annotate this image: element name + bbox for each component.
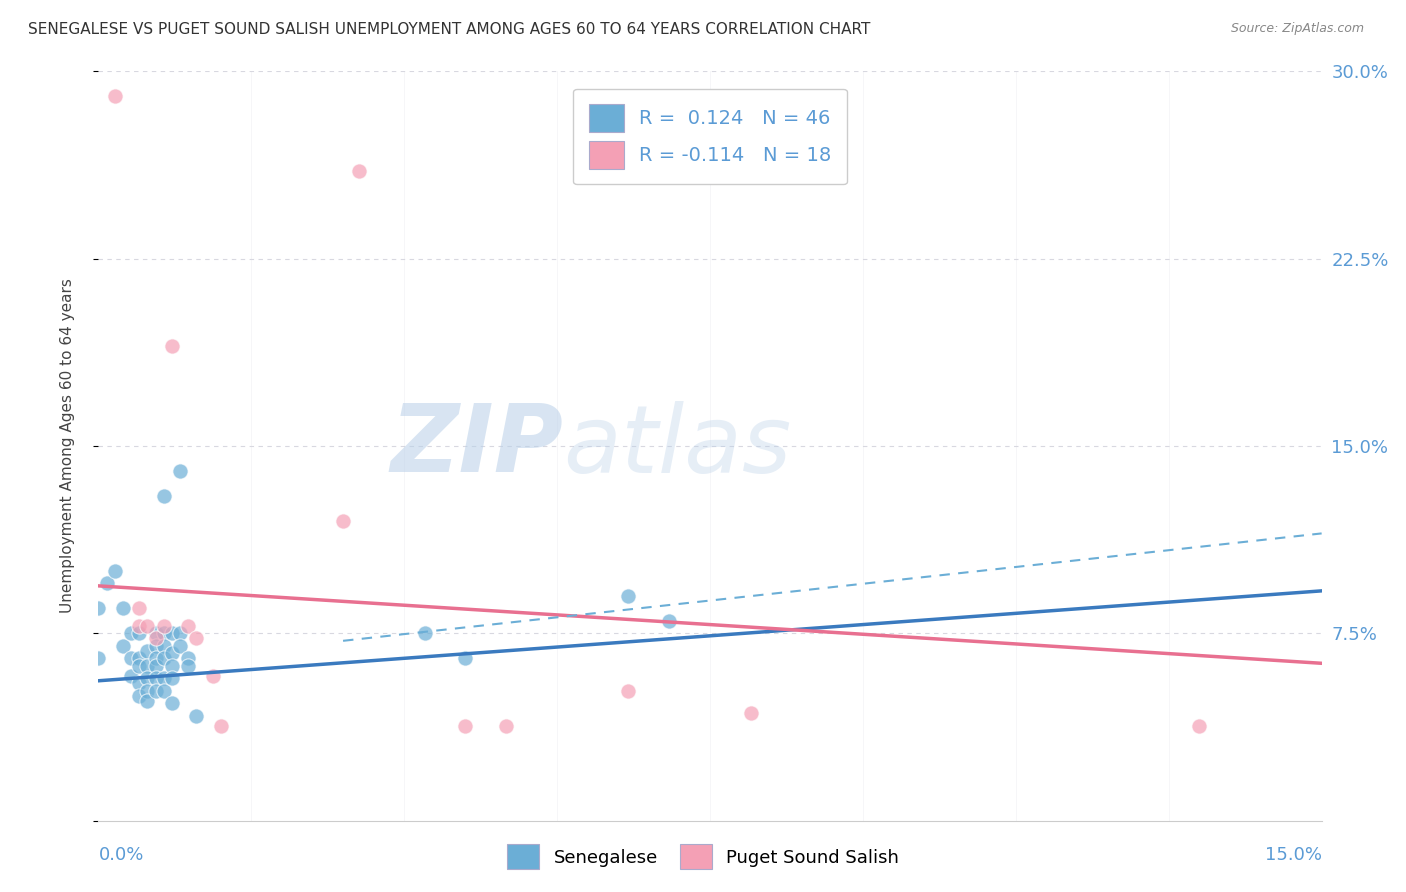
Y-axis label: Unemployment Among Ages 60 to 64 years: Unemployment Among Ages 60 to 64 years <box>60 278 75 614</box>
Point <box>145 671 167 685</box>
Point <box>128 676 150 690</box>
Point <box>177 651 200 665</box>
Point <box>145 683 167 698</box>
Point <box>145 639 167 653</box>
Point <box>96 576 118 591</box>
Point <box>617 589 640 603</box>
Text: 0.0%: 0.0% <box>98 846 143 863</box>
Point <box>332 514 354 528</box>
Point <box>136 658 159 673</box>
Point <box>454 719 477 733</box>
Point <box>111 601 134 615</box>
Text: atlas: atlas <box>564 401 792 491</box>
Point <box>145 626 167 640</box>
Legend: Senegalese, Puget Sound Salish: Senegalese, Puget Sound Salish <box>498 835 908 879</box>
Text: Source: ZipAtlas.com: Source: ZipAtlas.com <box>1230 22 1364 36</box>
Point <box>145 651 167 665</box>
Point <box>128 658 150 673</box>
Point <box>495 719 517 733</box>
Point <box>160 339 183 353</box>
Point <box>152 651 174 665</box>
Point <box>152 639 174 653</box>
Point <box>160 646 183 660</box>
Point <box>87 651 110 665</box>
Point <box>658 614 681 628</box>
Point <box>413 626 436 640</box>
Point <box>177 619 200 633</box>
Point <box>87 601 110 615</box>
Point <box>136 671 159 685</box>
Point <box>128 601 150 615</box>
Point <box>617 683 640 698</box>
Point <box>169 639 191 653</box>
Point <box>160 696 183 710</box>
Point <box>160 671 183 685</box>
Point <box>1188 719 1211 733</box>
Point <box>104 89 127 103</box>
Point <box>120 651 142 665</box>
Point <box>128 619 150 633</box>
Point <box>152 489 174 503</box>
Text: SENEGALESE VS PUGET SOUND SALISH UNEMPLOYMENT AMONG AGES 60 TO 64 YEARS CORRELAT: SENEGALESE VS PUGET SOUND SALISH UNEMPLO… <box>28 22 870 37</box>
Point <box>201 669 224 683</box>
Point <box>145 658 167 673</box>
Point <box>136 683 159 698</box>
Point <box>111 639 134 653</box>
Point <box>152 626 174 640</box>
Point <box>120 626 142 640</box>
Point <box>120 669 142 683</box>
Point <box>136 644 159 658</box>
Point <box>186 632 208 646</box>
Point <box>169 626 191 640</box>
Point <box>152 619 174 633</box>
Point <box>160 626 183 640</box>
Point <box>152 683 174 698</box>
Point <box>136 694 159 708</box>
Point <box>128 626 150 640</box>
Point <box>160 658 183 673</box>
Point <box>104 564 127 578</box>
Text: ZIP: ZIP <box>391 400 564 492</box>
Point <box>454 651 477 665</box>
Point <box>169 464 191 478</box>
Point <box>128 651 150 665</box>
Legend: R =  0.124   N = 46, R = -0.114   N = 18: R = 0.124 N = 46, R = -0.114 N = 18 <box>574 88 846 185</box>
Point <box>128 689 150 703</box>
Point <box>145 632 167 646</box>
Point <box>152 671 174 685</box>
Point <box>740 706 762 721</box>
Point <box>136 619 159 633</box>
Point <box>349 164 371 178</box>
Point <box>177 658 200 673</box>
Point <box>209 719 232 733</box>
Point <box>186 708 208 723</box>
Text: 15.0%: 15.0% <box>1264 846 1322 863</box>
